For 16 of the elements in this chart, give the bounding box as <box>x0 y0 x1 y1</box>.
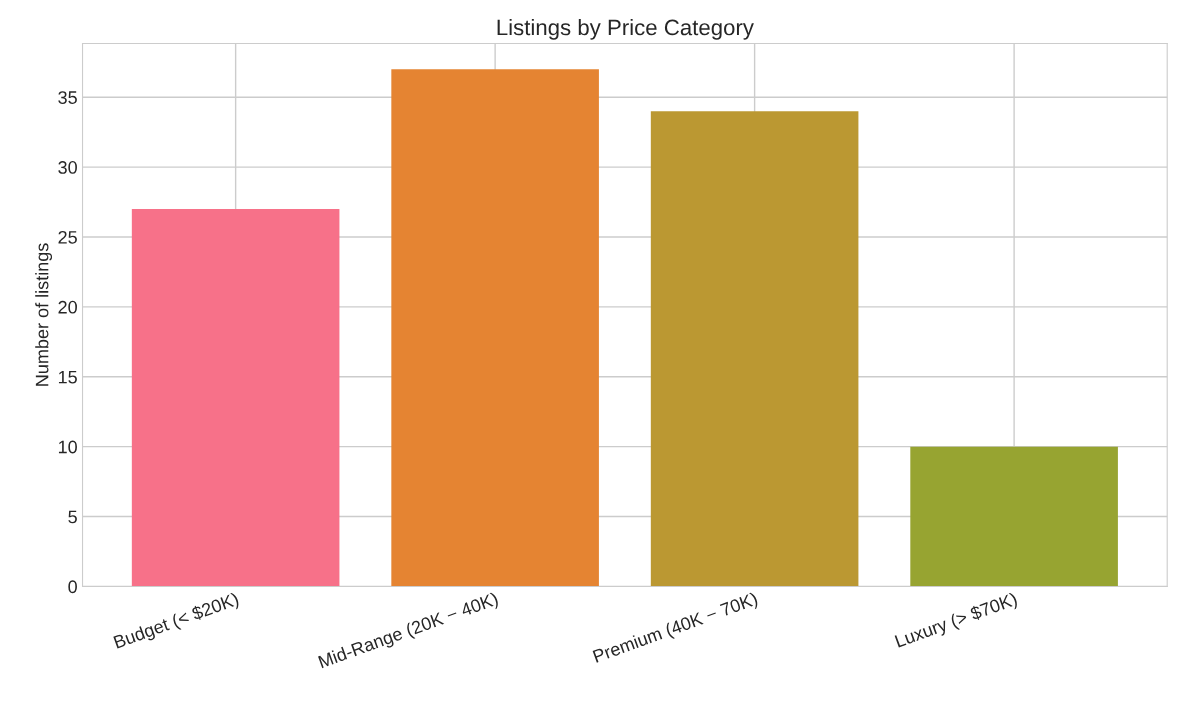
bar <box>650 111 859 587</box>
y-tick-label: 25 <box>58 230 77 244</box>
y-tick-label: 15 <box>58 370 77 384</box>
bar <box>391 69 599 587</box>
x-tick-label: Luxury (> $70K) <box>894 591 1019 651</box>
y-tick-label: 5 <box>68 510 77 524</box>
y-axis-title: Number of listings <box>35 243 53 386</box>
y-tick-label: 10 <box>58 440 77 454</box>
y-tick-label: 20 <box>58 300 77 314</box>
y-tick-label: 35 <box>58 91 77 104</box>
x-tick-label: Budget (< $20K) <box>112 591 241 653</box>
bar <box>131 209 340 587</box>
bar <box>910 446 1118 587</box>
chart-title: Listings by Price Category <box>497 19 754 40</box>
y-tick-label: 0 <box>68 580 77 594</box>
y-tick-label: 30 <box>58 161 77 174</box>
